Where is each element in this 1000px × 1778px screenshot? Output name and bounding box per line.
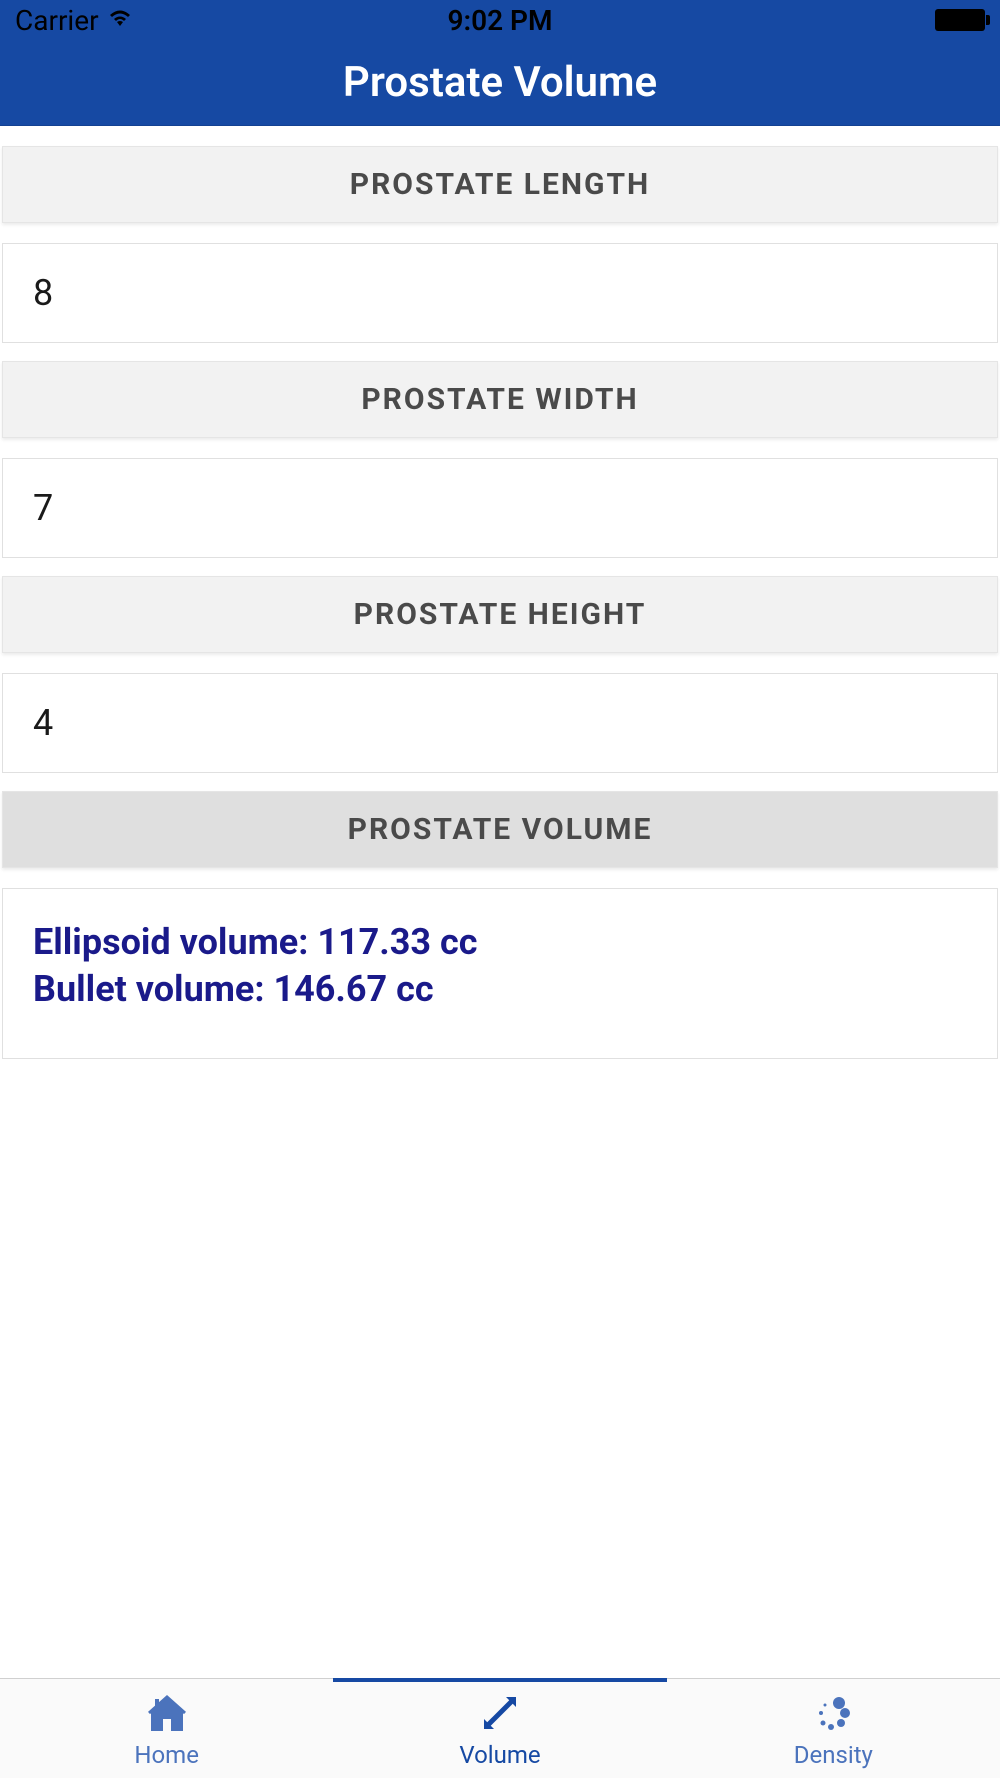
- height-header: PROSTATE HEIGHT: [2, 576, 998, 653]
- status-left: Carrier: [15, 4, 133, 37]
- battery-icon: [935, 9, 985, 31]
- home-icon: [143, 1689, 191, 1737]
- tab-bar: Home Volume Density: [0, 1678, 1000, 1778]
- tab-volume-label: Volume: [459, 1741, 540, 1769]
- volume-header: PROSTATE VOLUME: [2, 791, 998, 868]
- tab-home[interactable]: Home: [0, 1679, 333, 1778]
- density-icon: [809, 1689, 857, 1737]
- tab-volume[interactable]: Volume: [333, 1679, 666, 1778]
- carrier-label: Carrier: [15, 4, 99, 37]
- status-bar: Carrier 9:02 PM: [0, 0, 1000, 40]
- wifi-icon: [107, 5, 133, 35]
- length-header: PROSTATE LENGTH: [2, 146, 998, 223]
- tab-density-label: Density: [794, 1741, 873, 1769]
- tab-density[interactable]: Density: [667, 1679, 1000, 1778]
- length-input[interactable]: 8: [2, 243, 998, 343]
- status-right: [935, 9, 985, 31]
- content-area: PROSTATE LENGTH 8 PROSTATE WIDTH 7 PROST…: [0, 126, 1000, 1059]
- tab-home-label: Home: [134, 1741, 199, 1769]
- ellipsoid-result: Ellipsoid volume: 117.33 cc: [33, 919, 967, 966]
- height-input[interactable]: 4: [2, 673, 998, 773]
- width-header: PROSTATE WIDTH: [2, 361, 998, 438]
- volume-icon: [476, 1689, 524, 1737]
- result-box: Ellipsoid volume: 117.33 cc Bullet volum…: [2, 888, 998, 1059]
- page-title: Prostate Volume: [0, 40, 1000, 126]
- bullet-result: Bullet volume: 146.67 cc: [33, 966, 967, 1013]
- width-input[interactable]: 7: [2, 458, 998, 558]
- status-time: 9:02 PM: [447, 4, 552, 37]
